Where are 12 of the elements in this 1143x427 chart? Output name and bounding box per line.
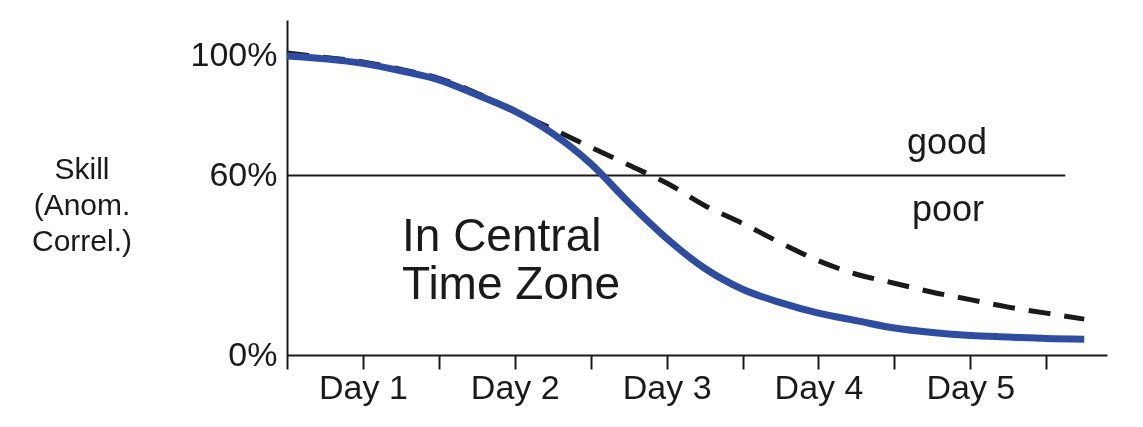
y-tick-label: 100% (190, 35, 278, 74)
x-tick-label: Day 1 (319, 367, 408, 406)
y-tick-label: 60% (209, 155, 278, 194)
annotation: poor (912, 188, 985, 229)
x-tick-label: Day 2 (470, 367, 560, 406)
annotation: good (907, 121, 988, 162)
annotation: In Central Time Zone (402, 209, 621, 310)
y-axis-title: Skill (Anom. Correl.) (31, 152, 133, 257)
x-tick-label: Day 5 (926, 367, 1016, 406)
y-tick-label: 0% (228, 334, 278, 373)
x-tick-label: Day 4 (774, 367, 864, 406)
x-tick-label: Day 3 (622, 367, 712, 406)
